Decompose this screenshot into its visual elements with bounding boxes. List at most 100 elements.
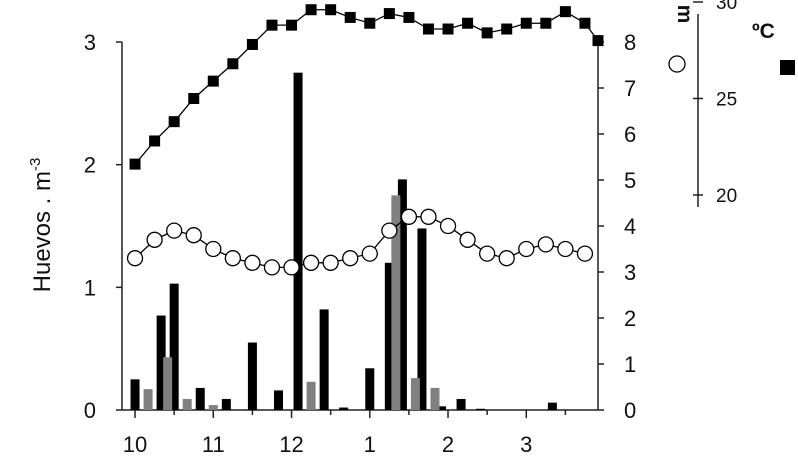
bar-black bbox=[476, 408, 486, 410]
temperature-line bbox=[134, 9, 599, 165]
temperature-point bbox=[592, 35, 604, 47]
bar-black bbox=[437, 406, 447, 410]
y-tick-label: 3 bbox=[84, 30, 96, 55]
depth-point bbox=[342, 250, 359, 267]
bar-gray bbox=[410, 378, 420, 410]
y2-tick-label: 8 bbox=[624, 30, 636, 55]
bars bbox=[130, 72, 557, 411]
depth-point bbox=[439, 217, 457, 235]
temperature-point bbox=[207, 75, 219, 87]
bar-black bbox=[319, 309, 329, 410]
bar-black bbox=[156, 315, 166, 410]
depth-point bbox=[361, 245, 378, 262]
temperature-point bbox=[462, 17, 474, 29]
bar-black bbox=[273, 390, 283, 410]
y-axis-label: Huevos . m-3 bbox=[27, 158, 56, 293]
y2-tick-label: 0 bbox=[624, 398, 636, 423]
bar-black bbox=[384, 262, 394, 410]
depth-point bbox=[205, 240, 222, 258]
temperature-point bbox=[305, 4, 317, 16]
bar-black bbox=[221, 398, 231, 410]
x-tick-label: 12 bbox=[279, 432, 303, 457]
depth-point bbox=[185, 227, 202, 244]
depth-point bbox=[146, 231, 163, 248]
y-tick-label: 0 bbox=[84, 398, 96, 423]
depth-point bbox=[518, 240, 535, 258]
temperature-point bbox=[383, 8, 395, 20]
bar-black bbox=[456, 398, 466, 410]
bar-black bbox=[247, 342, 257, 410]
bar-gray bbox=[306, 381, 316, 410]
temperature-point bbox=[540, 17, 552, 29]
depth-point bbox=[576, 245, 594, 262]
bar-gray bbox=[391, 195, 401, 410]
temperature-point bbox=[129, 158, 141, 170]
temperature-point bbox=[579, 17, 591, 29]
y-tick-label: 2 bbox=[84, 153, 96, 178]
depth-point bbox=[283, 259, 300, 276]
bar-gray bbox=[208, 405, 218, 410]
depth-point bbox=[400, 208, 418, 225]
x-tick-label: 11 bbox=[202, 432, 225, 457]
depth-line bbox=[134, 216, 586, 269]
depth-point bbox=[224, 250, 241, 267]
bar-gray bbox=[182, 398, 192, 410]
depth-point bbox=[479, 245, 496, 262]
y2-tick-label: 2 bbox=[624, 306, 636, 331]
bar-black bbox=[339, 407, 349, 410]
depth-point bbox=[537, 236, 554, 253]
depth-point bbox=[126, 250, 144, 267]
bar-black bbox=[195, 387, 205, 410]
legend: m ºC bbox=[668, 5, 795, 75]
temperature-point bbox=[266, 19, 278, 31]
temperature-point bbox=[403, 11, 415, 23]
temperature-point bbox=[227, 58, 239, 70]
legend-square-marker bbox=[780, 60, 795, 75]
bar-black bbox=[397, 179, 407, 410]
y2-tick-label: 4 bbox=[624, 214, 636, 239]
temperature-point bbox=[344, 11, 356, 23]
y2-tick-label: 6 bbox=[624, 122, 636, 147]
y3-tick-label: 30 bbox=[716, 0, 737, 14]
y2-tick-label: 1 bbox=[624, 352, 636, 377]
bar-gray bbox=[143, 389, 153, 410]
temperature-point bbox=[188, 93, 200, 104]
temperature-point bbox=[325, 4, 337, 16]
bar-black bbox=[417, 228, 427, 410]
depth-point bbox=[302, 254, 320, 271]
depth-point bbox=[557, 240, 574, 258]
y2-tick-label: 5 bbox=[624, 168, 636, 193]
x-tick-label: 10 bbox=[123, 432, 147, 457]
legend-circle-marker bbox=[668, 55, 686, 73]
bar-gray bbox=[163, 357, 173, 410]
bar-black bbox=[365, 368, 375, 410]
temperature-point bbox=[442, 23, 454, 35]
y3-tick-label: 20 bbox=[716, 186, 737, 207]
temperature-point bbox=[481, 27, 493, 39]
x-tick-label: 2 bbox=[442, 432, 454, 457]
temperature-point bbox=[422, 23, 434, 35]
depth-point bbox=[498, 250, 515, 267]
temperature-point bbox=[501, 23, 513, 35]
depth-point bbox=[166, 222, 183, 239]
depth-point bbox=[322, 254, 339, 271]
depth-point bbox=[381, 222, 398, 239]
x-tick-label: 1 bbox=[364, 432, 376, 457]
temperature-point bbox=[246, 38, 258, 50]
depth-point bbox=[263, 259, 281, 276]
depth-point bbox=[420, 208, 437, 225]
bar-gray bbox=[430, 387, 440, 410]
y2-axis-title: m bbox=[673, 5, 696, 24]
y2-tick-label: 3 bbox=[624, 260, 636, 285]
bar-black bbox=[169, 283, 179, 410]
y3-axis-title: ºC bbox=[752, 20, 775, 43]
temperature-point bbox=[364, 17, 376, 29]
bar-black bbox=[547, 402, 557, 410]
depth-point bbox=[244, 254, 261, 271]
temperature-point bbox=[149, 135, 161, 147]
x-tick-label: 3 bbox=[520, 432, 532, 457]
line-series bbox=[126, 4, 604, 276]
y2-tick-label: 7 bbox=[624, 76, 636, 101]
y3-tick-label: 25 bbox=[716, 90, 737, 111]
